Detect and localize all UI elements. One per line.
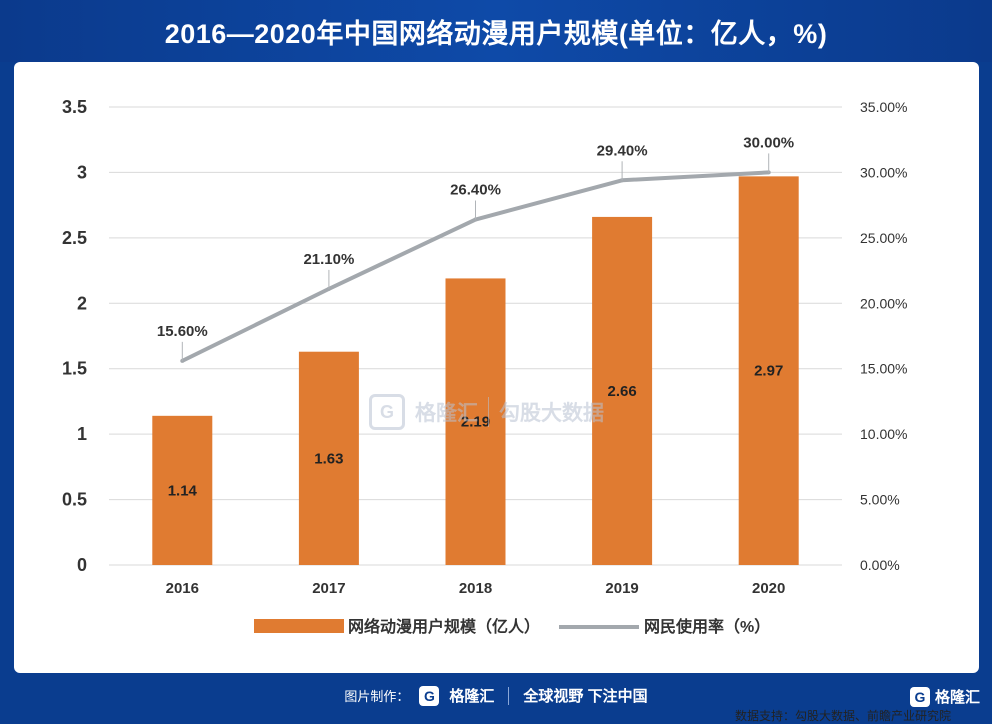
- y-left-tick-label: 3.5: [62, 97, 87, 117]
- chart-svg: 0 0.5 1 1.5 2 2.5 3 3.5 0.00% 5.00% 10.00% 15.00% 20…: [62, 97, 908, 636]
- y-right-tick-label: 35.00%: [860, 99, 907, 115]
- legend-bar-swatch: [254, 619, 344, 633]
- footer-made-by: 图片制作：: [344, 689, 410, 704]
- gelonghui-logo-icon: G: [419, 685, 440, 706]
- y-right-tick-label: 10.00%: [860, 426, 907, 442]
- corner-brand-text: 格隆汇: [934, 689, 980, 706]
- y-right-tick-label: 30.00%: [860, 164, 907, 180]
- line-value-label: 15.60%: [157, 323, 208, 340]
- x-tick-label: 2020: [752, 580, 785, 597]
- bar: [445, 278, 506, 565]
- watermark-logo-icon: G: [369, 394, 405, 430]
- x-tick-label: 2018: [459, 580, 492, 597]
- chart-title: 2016—2020年中国网络动漫用户规模(单位：亿人，%): [0, 0, 992, 62]
- corner-logo-icon: G: [909, 686, 930, 707]
- bar: [738, 176, 799, 565]
- line-value-label: 26.40%: [450, 182, 501, 199]
- bar: [592, 216, 653, 566]
- watermark-divider: [488, 397, 489, 427]
- watermark-brand-1: 格隆汇: [415, 402, 478, 425]
- bar: [152, 415, 213, 565]
- legend-line-label: 网民使用率（%）: [644, 617, 770, 636]
- corner-brand: G 格隆汇: [909, 686, 980, 707]
- footer-slogan: 全球视野 下注中国: [523, 688, 648, 705]
- line-value-label: 30.00%: [743, 134, 794, 151]
- y-left-tick-label: 2.5: [62, 228, 87, 248]
- bar-value-label: 2.19: [461, 414, 490, 431]
- watermark: G 格隆汇 勾股大数据: [369, 394, 604, 430]
- x-tick-label: 2017: [312, 580, 345, 597]
- bar: [298, 351, 359, 565]
- line-value-label: 29.40%: [597, 142, 648, 159]
- y-left-tick-label: 0: [77, 555, 87, 575]
- y-right-tick-label: 15.00%: [860, 361, 907, 377]
- y-right-tick-label: 20.00%: [860, 295, 907, 311]
- watermark-brand-2: 勾股大数据: [499, 402, 604, 425]
- footer: 图片制作： G 格隆汇 全球视野 下注中国: [0, 676, 992, 715]
- bar-value-label: 1.63: [314, 450, 343, 467]
- x-tick-label: 2019: [605, 580, 638, 597]
- legend-bar-label: 网络动漫用户规模（亿人）: [348, 617, 540, 636]
- y-left-tick-label: 2: [77, 293, 87, 313]
- y-left-tick-label: 0.5: [62, 490, 87, 510]
- y-right-tick-label: 0.00%: [860, 557, 900, 573]
- x-tick-label: 2016: [166, 580, 199, 597]
- y-left-tick-label: 1: [77, 424, 87, 444]
- footer-brand: 格隆汇: [449, 688, 495, 705]
- line-value-label: 21.10%: [303, 251, 354, 268]
- y-left-tick-label: 1.5: [62, 359, 87, 379]
- bar-value-label: 2.97: [754, 363, 783, 380]
- y-right-tick-label: 25.00%: [860, 230, 907, 246]
- chart-card: 0 0.5 1 1.5 2 2.5 3 3.5 0.00% 5.00% 10.00% 15.00% 20…: [14, 62, 979, 723]
- footer-divider: [508, 686, 510, 705]
- bar-value-label: 1.14: [168, 482, 198, 499]
- bar-value-label: 2.66: [607, 383, 636, 400]
- y-left-tick-label: 3: [77, 162, 87, 182]
- y-right-tick-label: 5.00%: [860, 492, 900, 508]
